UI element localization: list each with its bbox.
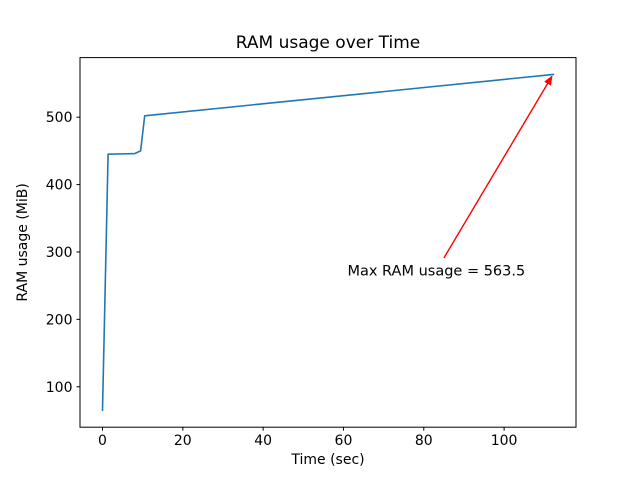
x-tick-label: 40 — [254, 433, 272, 449]
y-axis-label: RAM usage (MiB) — [15, 183, 31, 301]
y-tick-label: 200 — [46, 312, 73, 328]
x-tick-label: 80 — [415, 433, 433, 449]
y-axis-ticks: 100 200 300 400 500 — [46, 110, 80, 396]
axes-border — [79, 57, 577, 428]
annotation-arrow — [443, 75, 553, 259]
annotation-text: Max RAM usage = 563.5 — [347, 264, 525, 280]
x-tick-label: 60 — [335, 433, 353, 449]
y-tick-label: 500 — [46, 110, 73, 126]
x-tick-label: 100 — [491, 433, 518, 449]
y-tick-label: 400 — [46, 178, 73, 194]
y-tick-label: 100 — [46, 380, 73, 396]
chart-title: RAM usage over Time — [236, 33, 420, 53]
plot-area — [80, 57, 576, 428]
x-axis-ticks: 0 20 40 60 80 100 — [98, 427, 517, 449]
ram-usage-line — [101, 73, 555, 412]
y-tick-label: 300 — [46, 245, 73, 261]
x-tick-label: 20 — [174, 433, 192, 449]
x-axis-label: Time (sec) — [290, 452, 364, 468]
x-tick-label: 0 — [98, 433, 107, 449]
